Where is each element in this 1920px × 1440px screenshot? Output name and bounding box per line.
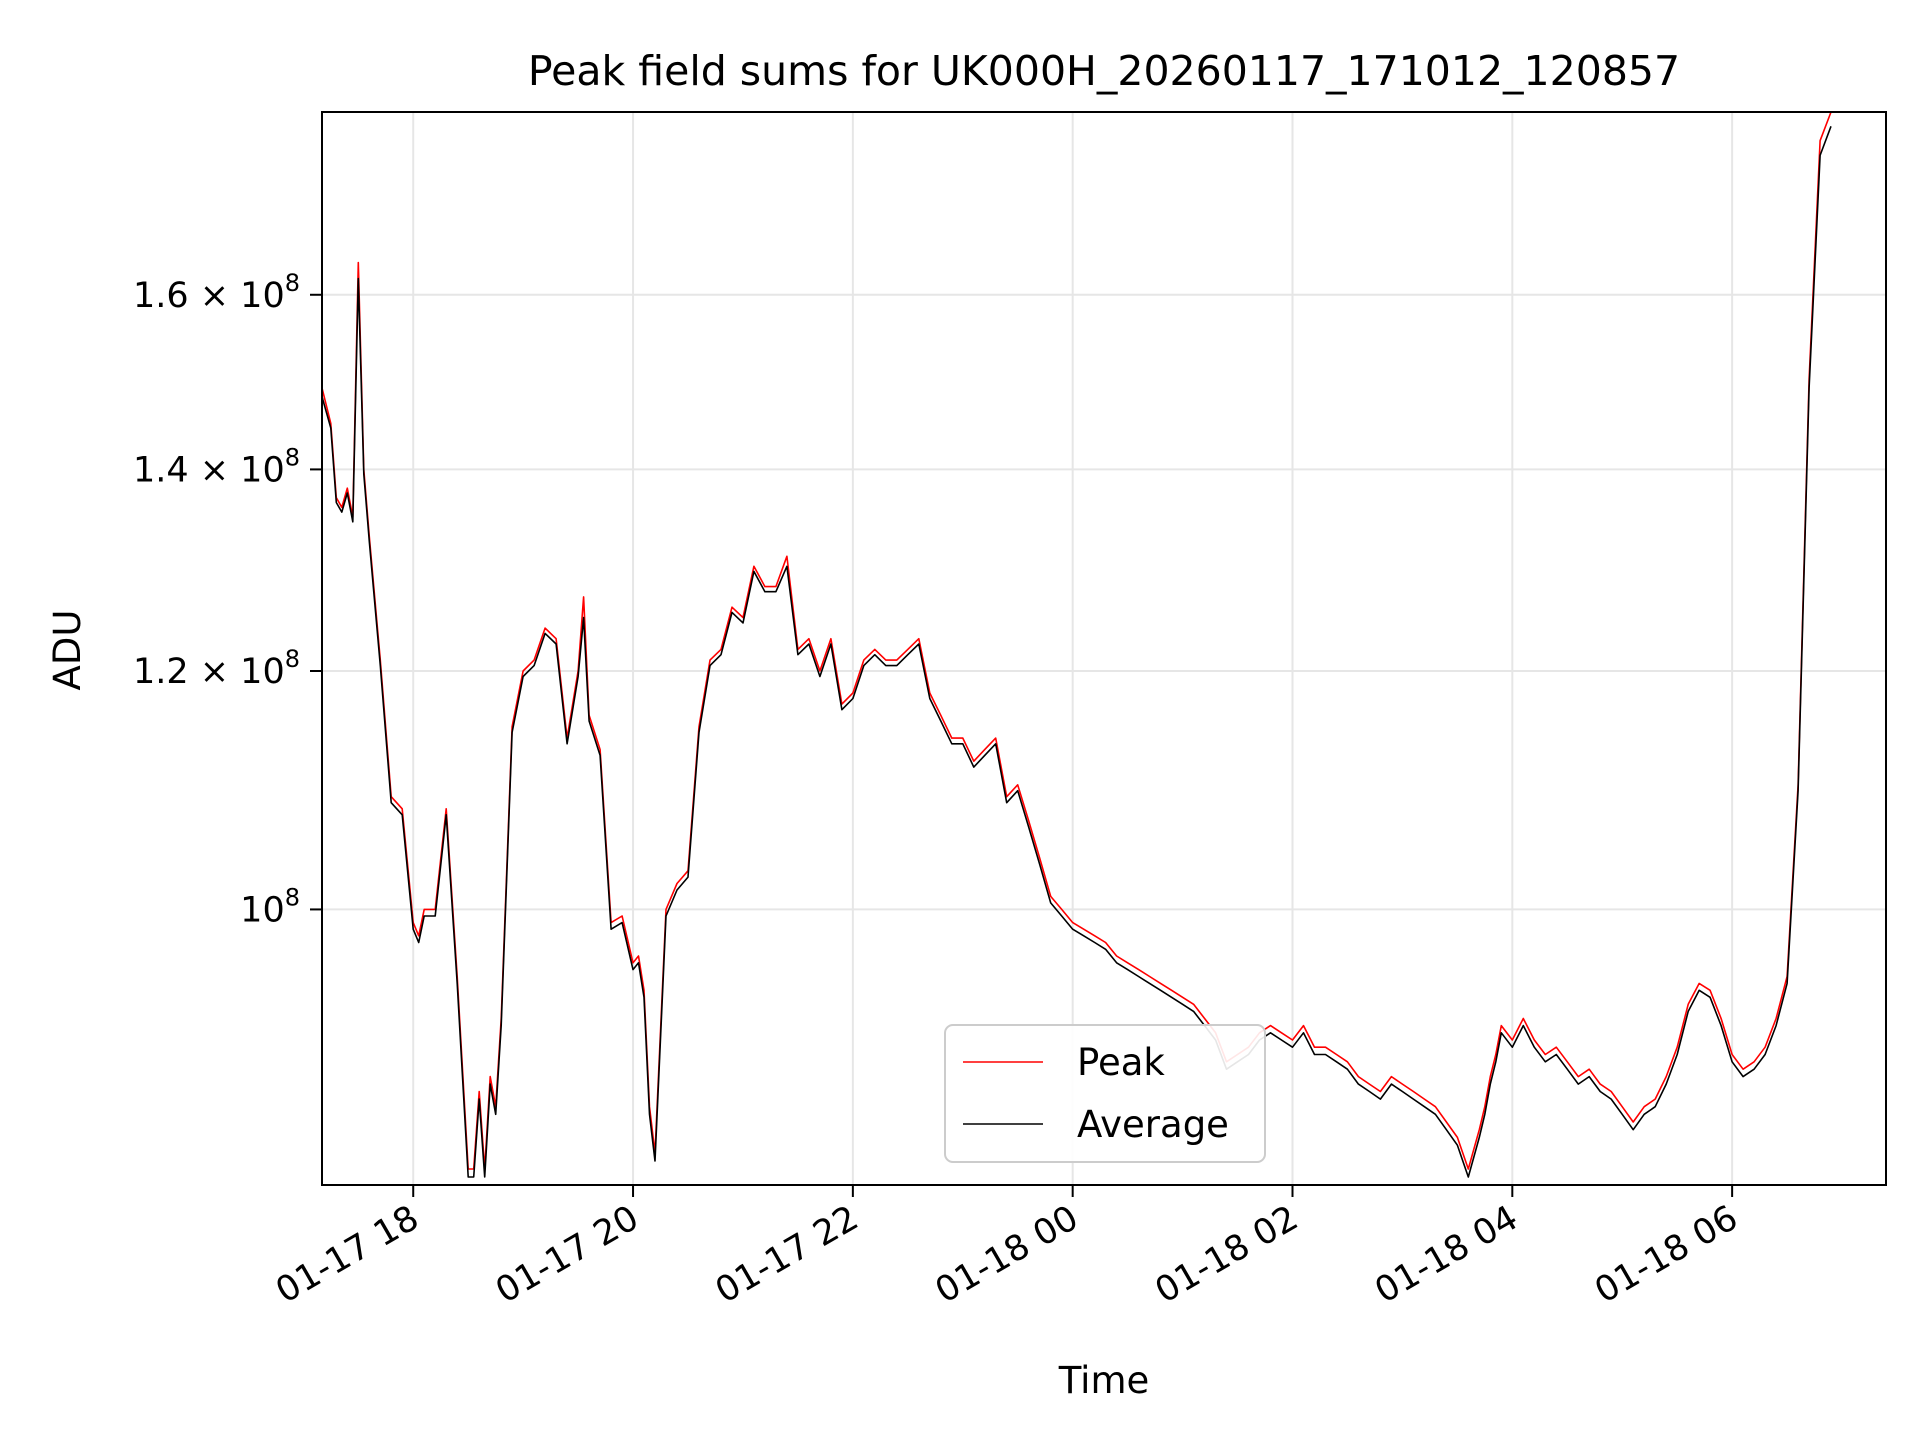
series-layer [321,111,1832,1178]
y-axis: 108 1.2 × 108 1.4 × 108 1.6 × 108 [133,269,322,930]
plot-frame [321,111,1887,1186]
x-axis-label: Time [1058,1359,1150,1402]
legend-label-peak: Peak [1077,1041,1165,1084]
y-tick-label: 1.4 × 108 [133,443,300,490]
legend: Peak Average [944,1024,1266,1163]
series-line-peak [321,111,1832,1170]
legend-box [944,1024,1266,1163]
y-tick-label: 1.6 × 108 [133,269,300,316]
y-tick-label: 1.2 × 108 [133,645,300,692]
y-axis-label: ADU [46,610,89,691]
y-tick-label: 108 [240,883,300,930]
chart-title: Peak field sums for UK000H_20260117_1710… [528,47,1680,95]
grid [322,112,1886,1185]
legend-label-average: Average [1077,1103,1229,1146]
series-line-average [321,126,1832,1178]
